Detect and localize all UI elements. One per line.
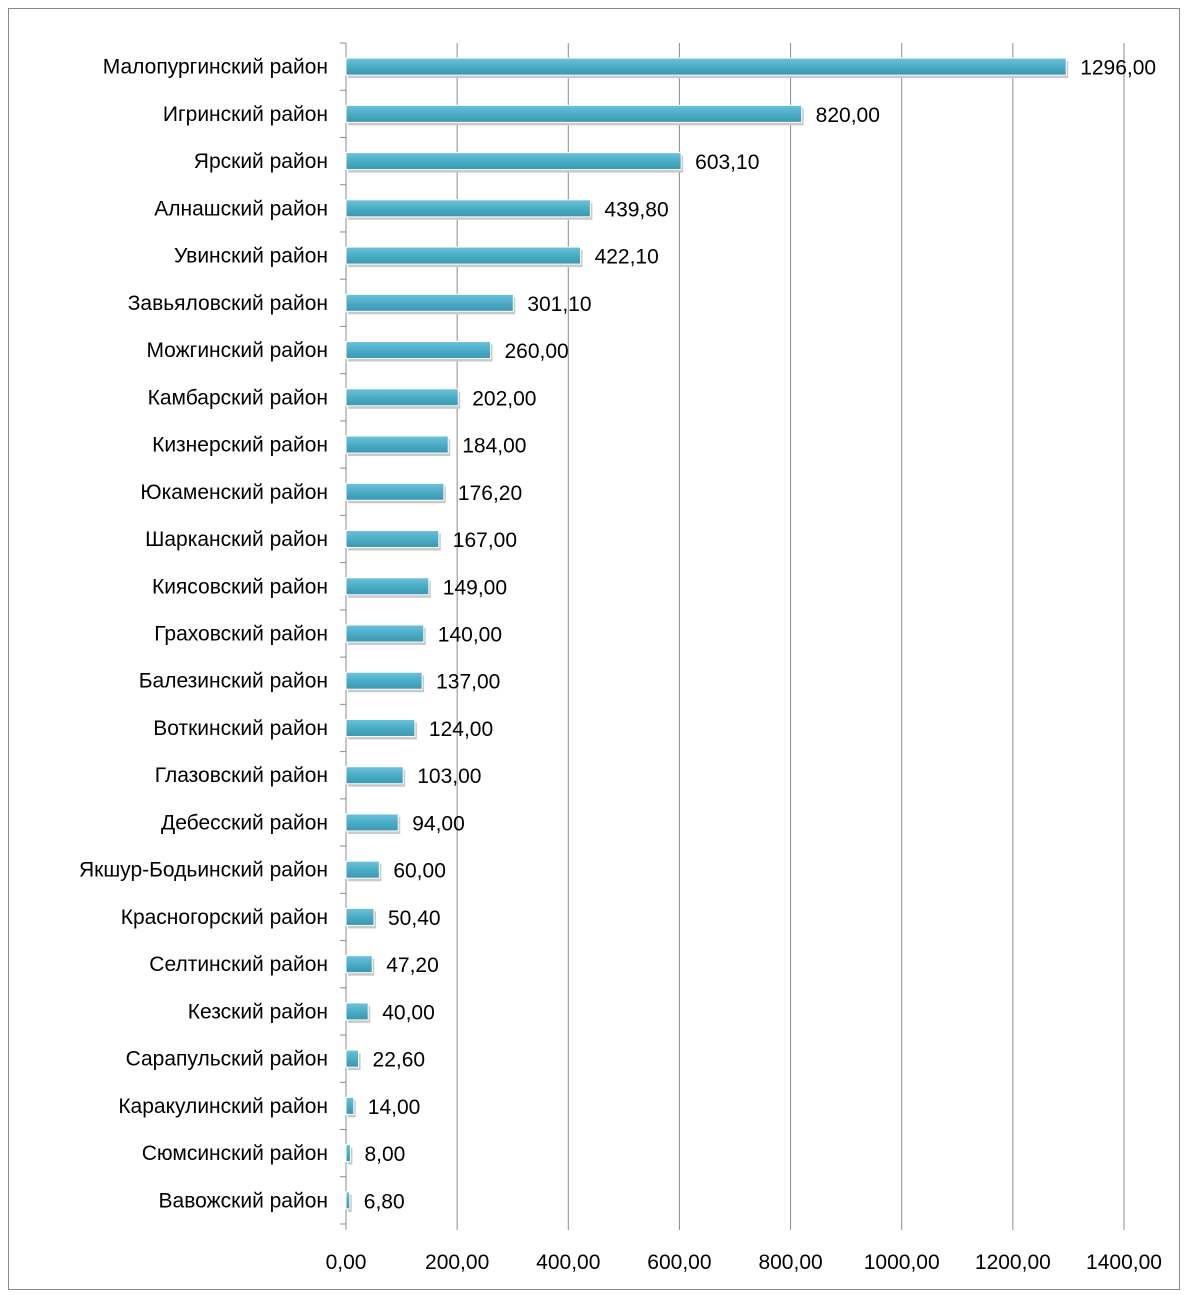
bar	[345, 1096, 355, 1115]
value-label: 301,10	[527, 293, 591, 316]
bar	[345, 907, 375, 926]
bar	[345, 293, 514, 312]
chart-frame: 0,00 200,00 400,00 600,00 800,00 1000,00 1200,…	[8, 8, 1180, 1290]
value-label: 8,00	[364, 1143, 405, 1166]
value-label: 202,00	[472, 387, 536, 410]
category-label: Селтинский район	[149, 953, 328, 976]
category-label: Сюмсинский район	[142, 1142, 328, 1165]
category-label: Граховский район	[154, 623, 328, 646]
value-label: 184,00	[462, 435, 526, 458]
category-label: Дебесский район	[161, 811, 328, 834]
category-label: Юкаменский район	[140, 481, 328, 504]
x-tick-label: 1400,00	[1086, 1251, 1162, 1274]
bar	[345, 718, 416, 737]
category-label: Воткинский район	[153, 717, 328, 740]
category-label: Кизнерский район	[152, 434, 328, 457]
bar	[345, 152, 682, 171]
bar	[345, 671, 423, 690]
category-label: Можгинский район	[146, 339, 328, 362]
value-label: 140,00	[438, 624, 502, 647]
bar	[345, 577, 430, 596]
category-label: Завьяловский район	[128, 292, 328, 315]
bar	[345, 341, 491, 360]
bar	[345, 1049, 360, 1068]
bar	[345, 57, 1067, 76]
value-label: 60,00	[393, 860, 446, 883]
x-tick-label: 1200,00	[975, 1251, 1051, 1274]
category-label: Кезский район	[188, 1000, 328, 1023]
value-label: 40,00	[382, 1001, 435, 1024]
category-label: Сарапульский район	[126, 1048, 328, 1071]
category-label: Красногорский район	[121, 906, 328, 929]
bar	[345, 104, 803, 123]
x-tick-label: 800,00	[758, 1251, 822, 1274]
bar	[345, 388, 459, 407]
bar	[345, 530, 440, 549]
value-label: 439,80	[604, 198, 668, 221]
category-label: Каракулинский район	[118, 1095, 328, 1118]
value-label: 422,10	[595, 246, 659, 269]
value-label: 22,60	[373, 1049, 426, 1072]
bar	[345, 1191, 351, 1210]
x-tick-label: 1000,00	[864, 1251, 940, 1274]
bar	[345, 813, 399, 832]
x-tick-label: 600,00	[647, 1251, 711, 1274]
value-label: 14,00	[368, 1096, 421, 1119]
bar	[345, 199, 591, 218]
bar	[345, 435, 449, 454]
value-label: 260,00	[504, 340, 568, 363]
value-label: 149,00	[443, 576, 507, 599]
category-label: Вавожский район	[159, 1189, 328, 1212]
category-label: Шарканский район	[145, 528, 328, 551]
x-tick-label: 0,00	[326, 1251, 367, 1274]
x-tick-label: 200,00	[425, 1251, 489, 1274]
category-label: Малопургинский район	[103, 56, 328, 79]
bar-chart: 0,00 200,00 400,00 600,00 800,00 1000,00 1200,…	[79, 42, 1162, 1274]
bar	[345, 482, 445, 501]
value-label: 94,00	[412, 812, 465, 835]
value-label: 50,40	[388, 907, 441, 930]
value-label: 6,80	[364, 1190, 405, 1213]
bar	[345, 624, 425, 643]
category-label: Киясовский район	[152, 575, 328, 598]
bar	[345, 860, 380, 879]
category-label: Балезинский район	[139, 670, 328, 693]
category-label: Алнашский район	[154, 197, 328, 220]
bar	[345, 246, 582, 265]
value-label: 820,00	[816, 104, 880, 127]
bar	[345, 955, 373, 974]
value-label: 603,10	[695, 151, 759, 174]
bar	[345, 766, 404, 785]
category-label: Камбарский район	[148, 386, 328, 409]
bar	[345, 1144, 351, 1163]
category-label: Увинский район	[174, 245, 328, 268]
category-label: Игринский район	[163, 103, 328, 126]
value-label: 103,00	[417, 765, 481, 788]
value-label: 137,00	[436, 671, 500, 694]
x-tick-label: 400,00	[536, 1251, 600, 1274]
value-label: 1296,00	[1080, 57, 1156, 80]
category-label: Ярский район	[194, 150, 328, 173]
value-label: 47,20	[386, 954, 439, 977]
category-label: Глазовский район	[155, 764, 328, 787]
category-label: Якшур-Бодьинский район	[79, 859, 328, 882]
value-label: 176,20	[458, 482, 522, 505]
value-label: 167,00	[453, 529, 517, 552]
value-label: 124,00	[429, 718, 493, 741]
bar	[345, 1002, 369, 1021]
